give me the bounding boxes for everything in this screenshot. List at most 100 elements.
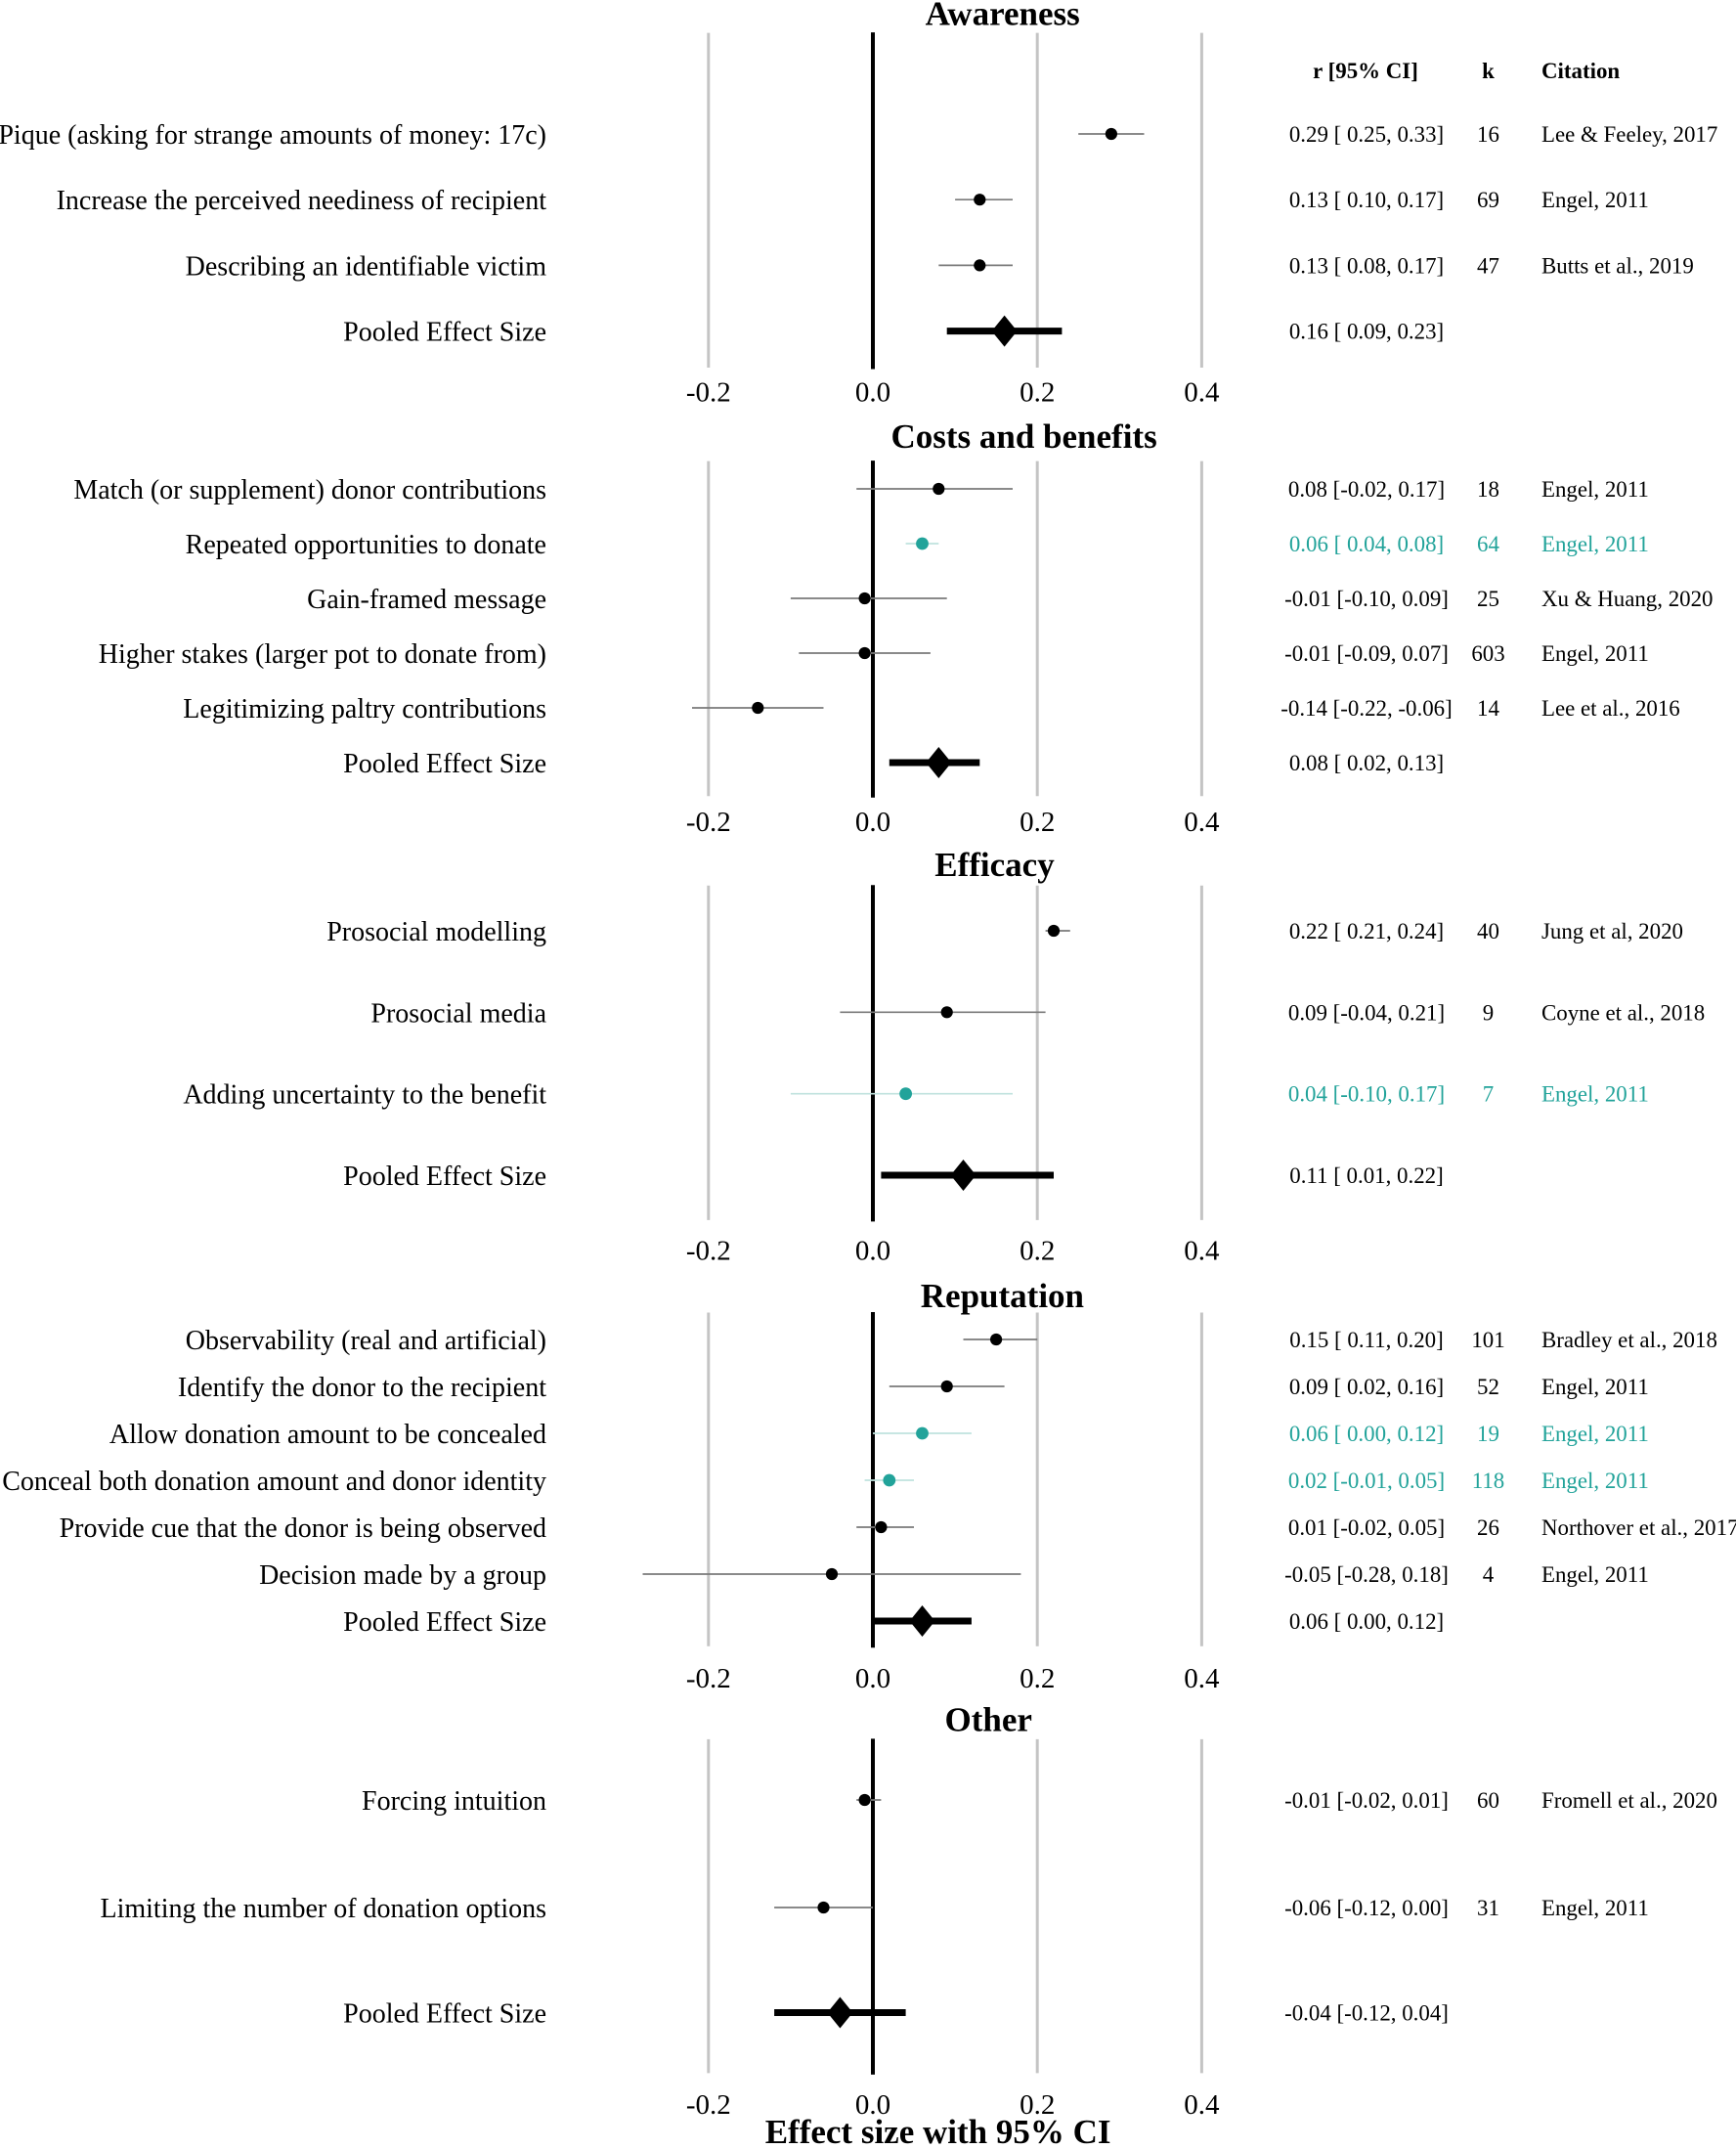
svg-text:Effect size with 95% CI: Effect size with 95% CI [765,2113,1111,2149]
svg-text:0.13 [ 0.08, 0.17]: 0.13 [ 0.08, 0.17] [1289,253,1444,278]
svg-text:-0.14 [-0.22, -0.06]: -0.14 [-0.22, -0.06] [1280,696,1452,721]
svg-text:-0.2: -0.2 [686,1663,731,1694]
svg-text:Lee & Feeley, 2017: Lee & Feeley, 2017 [1541,122,1717,147]
svg-text:Pooled Effect Size: Pooled Effect Size [343,1999,546,2030]
svg-text:0.13 [ 0.10, 0.17]: 0.13 [ 0.10, 0.17] [1289,188,1444,212]
svg-text:Match (or supplement) donor co: Match (or supplement) donor contribution… [73,475,546,505]
svg-text:Gain-framed message: Gain-framed message [307,585,546,615]
svg-text:-0.04 [-0.12, 0.04]: -0.04 [-0.12, 0.04] [1284,2001,1449,2026]
svg-text:0.09 [ 0.02, 0.16]: 0.09 [ 0.02, 0.16] [1289,1375,1444,1399]
svg-text:0.09 [-0.04, 0.21]: 0.09 [-0.04, 0.21] [1288,1000,1445,1025]
svg-text:Decision made by a group: Decision made by a group [259,1560,546,1591]
svg-text:0.06 [ 0.00, 0.12]: 0.06 [ 0.00, 0.12] [1289,1422,1444,1446]
svg-text:Provide cue that the donor is: Provide cue that the donor is being obse… [60,1513,546,1544]
svg-text:Reputation: Reputation [921,1277,1084,1315]
svg-text:603: 603 [1471,641,1504,666]
svg-text:0.4: 0.4 [1184,1663,1220,1694]
svg-text:0.2: 0.2 [1020,2089,1055,2121]
svg-text:Awareness: Awareness [926,0,1080,33]
svg-text:Adding uncertainty to the bene: Adding uncertainty to the benefit [183,1080,546,1111]
svg-text:Engel, 2011: Engel, 2011 [1541,1562,1649,1587]
svg-text:0.0: 0.0 [855,2089,890,2121]
svg-text:Increase the perceived needine: Increase the perceived neediness of reci… [57,186,547,216]
svg-text:Jung et al, 2020: Jung et al, 2020 [1541,919,1683,943]
svg-text:Engel, 2011: Engel, 2011 [1541,1082,1649,1107]
svg-text:0.4: 0.4 [1184,2089,1220,2121]
svg-text:101: 101 [1471,1328,1504,1352]
svg-text:Efficacy: Efficacy [934,846,1055,884]
svg-text:k: k [1482,59,1495,83]
svg-text:40: 40 [1477,919,1499,943]
svg-text:0.02 [-0.01, 0.05]: 0.02 [-0.01, 0.05] [1288,1469,1445,1493]
svg-text:Engel, 2011: Engel, 2011 [1541,1896,1649,1920]
svg-text:-0.2: -0.2 [686,2089,731,2121]
svg-text:-0.06 [-0.12, 0.00]: -0.06 [-0.12, 0.00] [1284,1896,1449,1920]
svg-text:4: 4 [1483,1562,1495,1587]
svg-text:-0.2: -0.2 [686,377,731,409]
svg-text:69: 69 [1477,188,1499,212]
svg-text:0.2: 0.2 [1020,1236,1055,1267]
svg-text:-0.2: -0.2 [686,807,731,838]
svg-text:14: 14 [1477,696,1499,721]
svg-text:Observability (real and artifi: Observability (real and artificial) [186,1326,546,1356]
svg-text:Fromell et al., 2020: Fromell et al., 2020 [1541,1788,1717,1813]
svg-text:Allow donation amount to be co: Allow donation amount to be concealed [109,1420,546,1450]
svg-text:0.08 [-0.02, 0.17]: 0.08 [-0.02, 0.17] [1288,477,1445,502]
svg-text:-0.01 [-0.09, 0.07]: -0.01 [-0.09, 0.07] [1284,641,1449,666]
svg-text:0.29 [ 0.25, 0.33]: 0.29 [ 0.25, 0.33] [1289,122,1444,147]
svg-text:26: 26 [1477,1515,1499,1540]
svg-text:-0.05 [-0.28, 0.18]: -0.05 [-0.28, 0.18] [1284,1562,1449,1587]
svg-text:Legitimizing paltry contributi: Legitimizing paltry contributions [183,694,546,724]
svg-text:Northover et al., 2017: Northover et al., 2017 [1541,1515,1736,1540]
svg-text:31: 31 [1477,1896,1499,1920]
svg-text:0.2: 0.2 [1020,377,1055,409]
svg-text:Coyne et al., 2018: Coyne et al., 2018 [1541,1000,1705,1025]
svg-text:0.22 [ 0.21, 0.24]: 0.22 [ 0.21, 0.24] [1289,919,1444,943]
svg-text:118: 118 [1472,1469,1505,1493]
svg-text:0.06 [ 0.04, 0.08]: 0.06 [ 0.04, 0.08] [1289,532,1444,556]
svg-text:Engel, 2011: Engel, 2011 [1541,641,1649,666]
svg-text:9: 9 [1483,1000,1494,1025]
svg-text:47: 47 [1477,253,1499,278]
svg-text:Pooled Effect Size: Pooled Effect Size [343,749,546,779]
svg-text:Costs and benefits: Costs and benefits [890,417,1156,456]
svg-text:60: 60 [1477,1788,1499,1813]
svg-text:Engel, 2011: Engel, 2011 [1541,532,1649,556]
svg-text:0.16 [ 0.09, 0.23]: 0.16 [ 0.09, 0.23] [1289,320,1444,344]
svg-text:Conceal both donation amount a: Conceal both donation amount and donor i… [2,1467,546,1497]
svg-text:0.2: 0.2 [1020,1663,1055,1694]
svg-text:0.4: 0.4 [1184,1236,1220,1267]
svg-text:0.0: 0.0 [855,377,890,409]
svg-text:Identify the donor to the reci: Identify the donor to the recipient [178,1373,546,1403]
svg-text:16: 16 [1477,122,1499,147]
svg-text:52: 52 [1477,1375,1499,1399]
svg-text:0.2: 0.2 [1020,807,1055,838]
svg-text:Other: Other [944,1701,1031,1739]
svg-text:Prosocial modelling: Prosocial modelling [326,917,546,947]
svg-text:Bradley et al., 2018: Bradley et al., 2018 [1541,1328,1717,1352]
svg-text:-0.01 [-0.10, 0.09]: -0.01 [-0.10, 0.09] [1284,587,1449,611]
svg-text:Pooled Effect Size: Pooled Effect Size [343,1162,546,1192]
svg-text:Xu & Huang, 2020: Xu & Huang, 2020 [1541,587,1713,611]
svg-text:-0.2: -0.2 [686,1236,731,1267]
svg-text:r [95% CI]: r [95% CI] [1313,59,1418,83]
svg-text:Engel, 2011: Engel, 2011 [1541,1469,1649,1493]
svg-text:0.4: 0.4 [1184,377,1220,409]
svg-text:Engel, 2011: Engel, 2011 [1541,188,1649,212]
svg-text:7: 7 [1483,1082,1494,1107]
svg-text:0.04 [-0.10, 0.17]: 0.04 [-0.10, 0.17] [1288,1082,1445,1107]
svg-text:Limiting the number of donatio: Limiting the number of donation options [100,1894,546,1924]
svg-text:0.4: 0.4 [1184,807,1220,838]
svg-text:64: 64 [1477,532,1499,556]
svg-text:Engel, 2011: Engel, 2011 [1541,477,1649,502]
svg-text:Citation: Citation [1541,59,1620,83]
svg-text:0.0: 0.0 [855,1663,890,1694]
svg-text:0.15 [ 0.11, 0.20]: 0.15 [ 0.11, 0.20] [1289,1328,1443,1352]
svg-text:-0.01 [-0.02, 0.01]: -0.01 [-0.02, 0.01] [1284,1788,1449,1813]
svg-text:Forcing intuition: Forcing intuition [362,1786,546,1817]
svg-text:0.08 [ 0.02, 0.13]: 0.08 [ 0.02, 0.13] [1289,751,1444,775]
svg-text:Pooled Effect Size: Pooled Effect Size [343,318,546,348]
svg-text:Pooled Effect Size: Pooled Effect Size [343,1607,546,1638]
svg-text:19: 19 [1477,1422,1499,1446]
svg-text:Describing an identifiable vic: Describing an identifiable victim [186,251,547,282]
